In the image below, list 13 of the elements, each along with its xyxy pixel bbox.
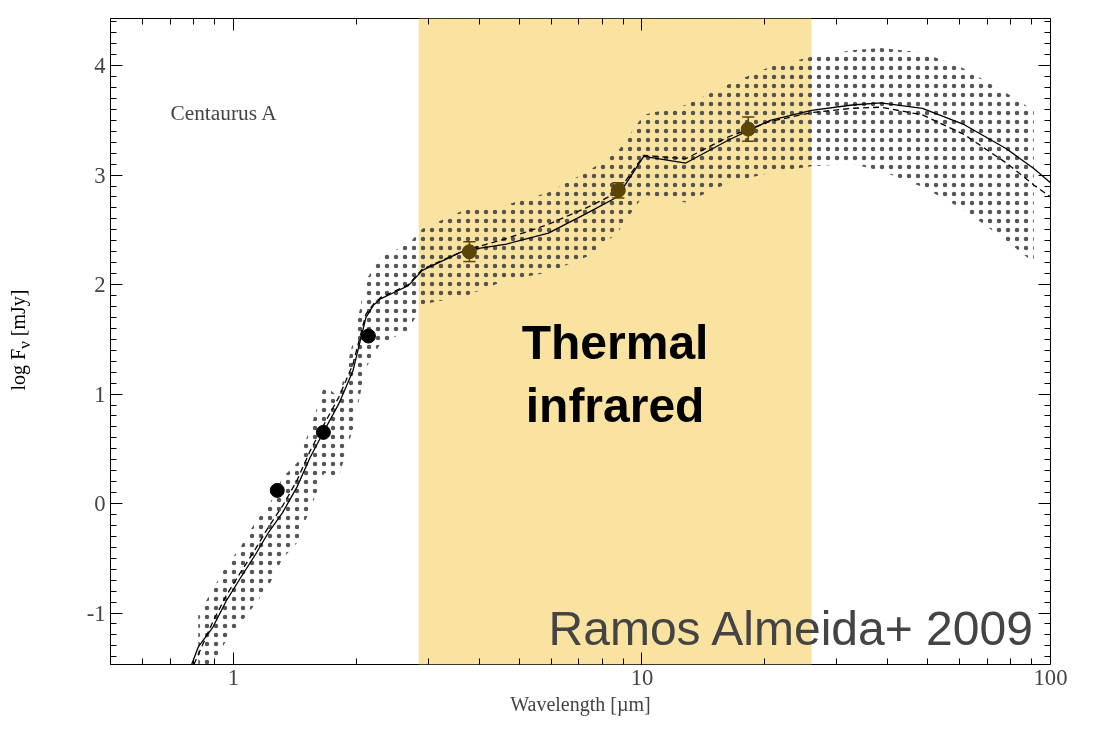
x-tick-label: 10 <box>630 664 654 690</box>
y-tick-label: -1 <box>86 600 106 626</box>
y-tick-label: 1 <box>94 381 106 407</box>
annotation: Centaurus A <box>170 100 278 125</box>
y-tick-label: 3 <box>94 162 106 188</box>
y-tick-label: 0 <box>94 491 106 517</box>
y-tick-label: 4 <box>94 53 106 79</box>
x-tick-label: 1 <box>227 664 240 690</box>
x-axis-title: Wavelength [µm] <box>510 692 651 716</box>
band-label: Thermal infrared <box>521 315 709 433</box>
y-tick-label: 2 <box>94 272 106 298</box>
annotation: Ramos Almeida+ 2009 <box>548 601 1033 655</box>
x-tick-label: 100 <box>1033 664 1068 690</box>
